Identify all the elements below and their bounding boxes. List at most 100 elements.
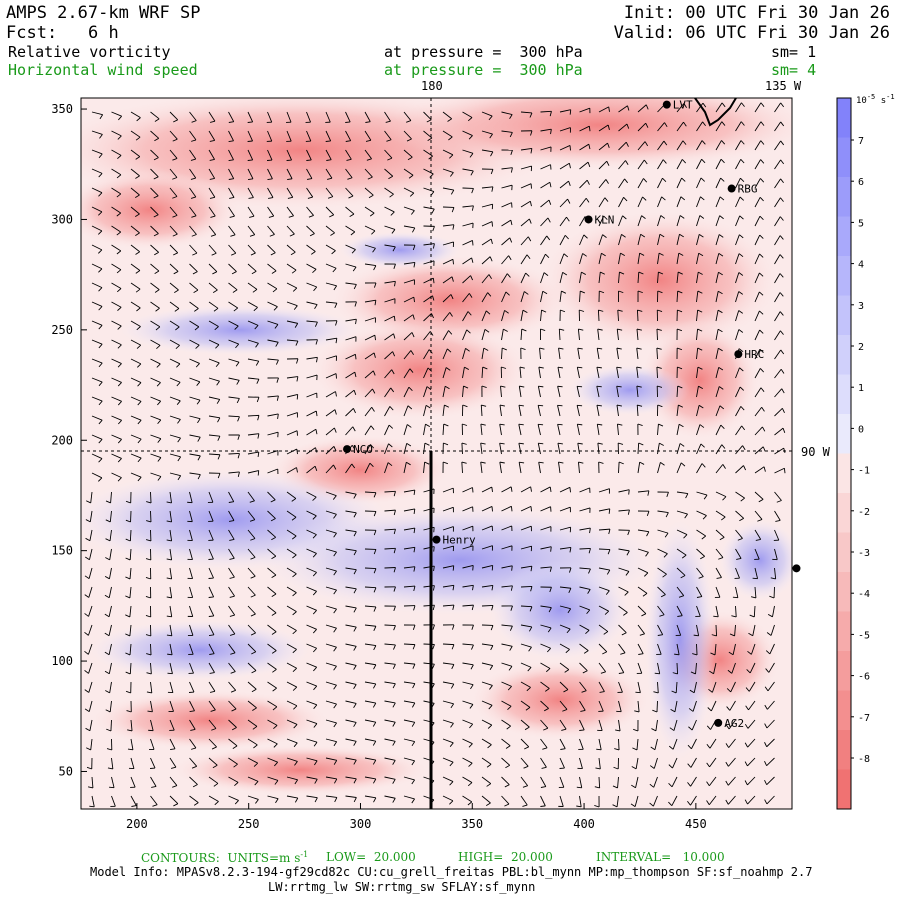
wind-barb: [537, 405, 541, 417]
wind-barb-flag: [176, 381, 181, 387]
wind-barb-flag: [740, 121, 745, 126]
wind-barb: [774, 510, 781, 521]
colorbar-swatch: [837, 256, 851, 296]
wind-barb-flag: [743, 465, 747, 471]
wind-barb-flag: [210, 215, 216, 218]
wind-barb-flag: [759, 272, 764, 277]
wind-barb: [735, 510, 745, 519]
wind-barb-flag: [548, 199, 552, 205]
wind-barb: [169, 757, 177, 768]
wind-barb-flag: [641, 215, 646, 220]
wind-barb: [747, 719, 756, 729]
wind-barb-flag: [411, 227, 416, 233]
wind-barb: [91, 187, 103, 194]
wind-barb-flag: [172, 158, 178, 161]
wind-barb: [189, 700, 195, 711]
station-label: HRC: [744, 348, 764, 361]
wind-barb: [286, 244, 296, 253]
wind-barb: [538, 367, 541, 379]
wind-barb: [558, 328, 561, 341]
wind-barb: [518, 443, 522, 455]
wind-barb: [520, 700, 531, 708]
wind-barb-flag: [292, 667, 297, 672]
wind-barb-flag: [248, 197, 254, 199]
wind-barb-flag: [521, 328, 527, 332]
station-marker: [727, 184, 736, 193]
wind-barb: [189, 396, 201, 401]
wind-barb: [228, 776, 239, 783]
field2-level: at pressure = 300 hPa: [384, 61, 583, 79]
wind-barb-flag: [677, 328, 683, 332]
wind-barb: [403, 489, 415, 493]
wind-barb-flag: [154, 289, 160, 293]
wind-barb-flag: [739, 517, 744, 522]
wind-barb: [774, 388, 783, 398]
wind-barb: [228, 206, 235, 217]
wind-barb: [598, 124, 609, 132]
wind-barb-flag: [315, 339, 318, 345]
wind-barb-flag: [781, 388, 785, 394]
wind-barb: [306, 491, 317, 498]
wind-barb: [384, 298, 396, 303]
wind-barb: [696, 643, 698, 656]
wind-barb-flag: [736, 558, 742, 560]
wind-barb-flag: [562, 271, 568, 276]
wind-barb: [735, 177, 741, 189]
wind-barb: [540, 164, 551, 170]
wind-barb-flag: [540, 805, 546, 807]
wind-barb-flag: [451, 644, 455, 650]
wind-barb-flag: [450, 172, 454, 177]
wind-barb: [130, 263, 141, 271]
wind-barb: [88, 586, 93, 598]
wind-barb: [345, 795, 357, 798]
footer-model-info-2: LW:rrtmg_lw SW:rrtmg_sw SFLAY:sf_mynn: [268, 880, 536, 894]
wind-barb: [228, 757, 238, 765]
wind-barb: [540, 719, 549, 729]
wind-barb: [208, 719, 217, 729]
valid-time: Valid: 06 UTC Fri 30 Jan 26: [613, 23, 890, 43]
wind-barb-flag: [106, 748, 112, 751]
wind-barb-flag: [566, 216, 570, 222]
wind-barb-flag: [644, 141, 649, 147]
wind-barb-flag: [511, 506, 513, 512]
wind-barb: [91, 415, 103, 421]
wind-barb-flag: [759, 291, 764, 296]
wind-barb: [130, 149, 141, 157]
wind-barb-flag: [719, 405, 725, 410]
wind-barb: [384, 624, 396, 627]
wind-barb-flag: [538, 461, 544, 464]
wind-barb: [579, 527, 591, 531]
wind-barb: [481, 700, 493, 706]
wind-barb-flag: [250, 556, 256, 560]
wind-barb-flag: [394, 281, 396, 287]
wind-barb: [286, 376, 298, 379]
wind-barb-flag: [329, 214, 334, 218]
wind-barb-flag: [523, 765, 529, 769]
wind-barb-flag: [560, 309, 566, 313]
wind-barb: [247, 377, 259, 380]
wind-barb: [345, 738, 357, 742]
wind-barb-flag: [623, 196, 628, 202]
wind-barb-flag: [500, 385, 506, 388]
wind-barb-flag: [425, 404, 431, 409]
wind-barb-flag: [353, 284, 357, 290]
wind-barb: [325, 263, 337, 269]
wind-barb: [150, 662, 152, 675]
wind-barb-flag: [393, 567, 396, 573]
wind-barb-flag: [432, 624, 435, 630]
colorbar-frame: [836, 97, 852, 810]
wind-barb: [169, 491, 172, 503]
wind-barb: [540, 738, 548, 749]
wind-barb: [130, 130, 141, 138]
wind-barb-flag: [607, 142, 610, 148]
wind-barb: [91, 263, 103, 270]
wind-barb-flag: [275, 798, 279, 804]
wind-barb-flag: [542, 747, 548, 750]
wind-barb-flag: [98, 249, 103, 254]
wind-barb: [286, 339, 298, 342]
wind-barb: [208, 320, 219, 327]
wind-barb-flag: [683, 534, 688, 539]
wind-barb-flag: [252, 707, 257, 711]
wind-barb: [559, 624, 571, 630]
wind-barb-flag: [255, 343, 259, 348]
